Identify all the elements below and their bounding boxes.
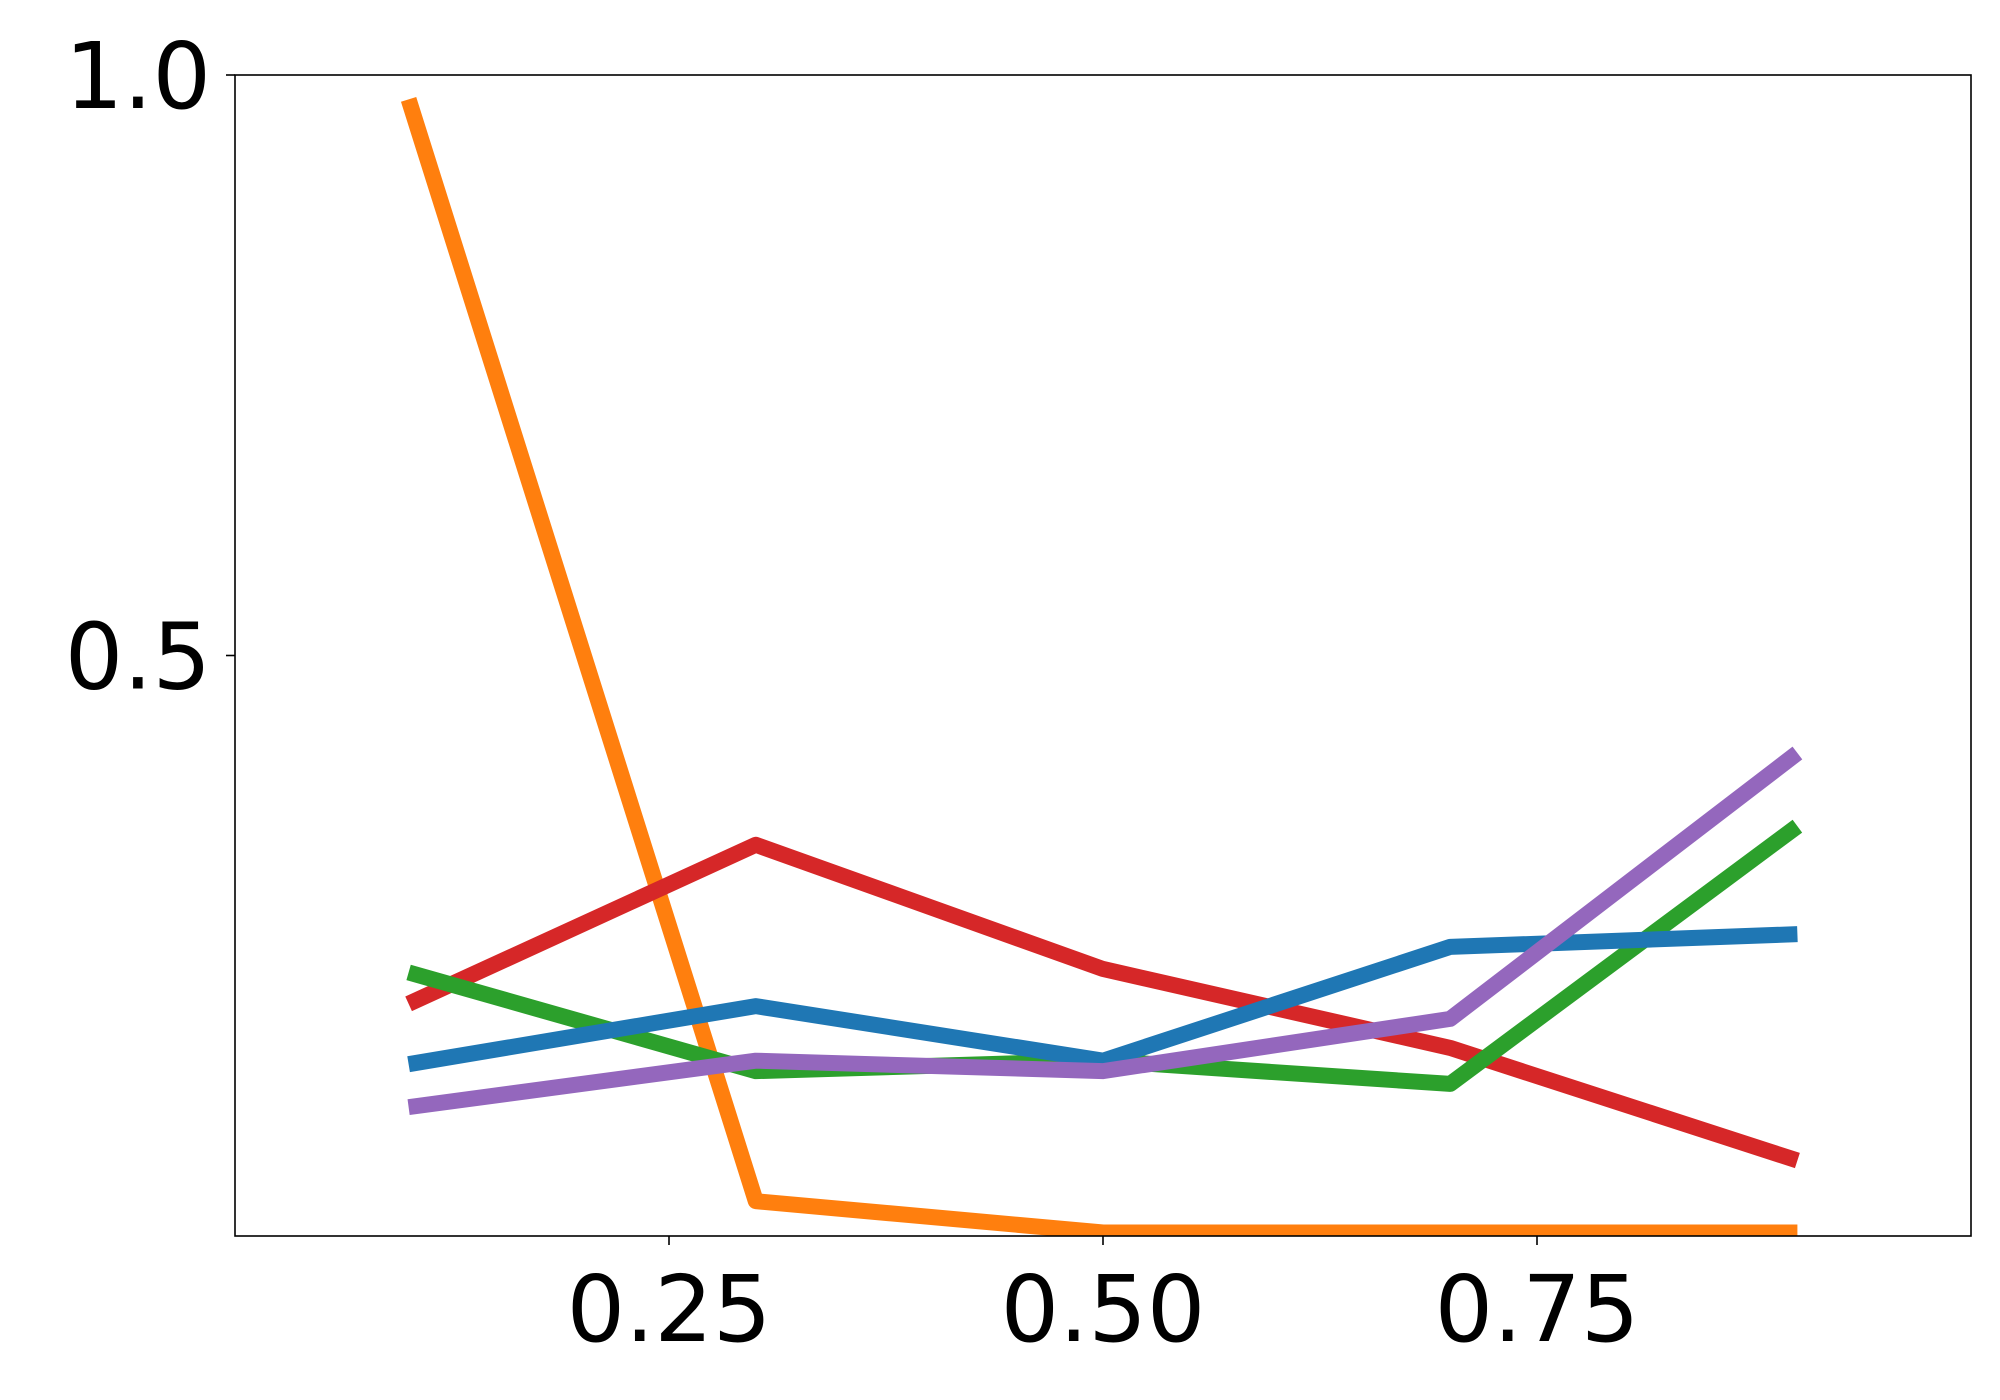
plot-lines — [400, 96, 1803, 1236]
series-line — [405, 836, 1800, 1169]
y-tick-label: 1.0 — [65, 23, 211, 130]
x-tick-label: 0.75 — [1435, 1256, 1640, 1363]
series-line — [400, 96, 1798, 1236]
series-line — [407, 926, 1798, 1073]
series-line — [406, 819, 1803, 1092]
series-line — [407, 746, 1803, 1116]
x-tick-label: 0.25 — [567, 1256, 772, 1363]
y-tick-label: 0.5 — [65, 604, 211, 711]
x-tick-label: 0.50 — [1001, 1256, 1206, 1363]
